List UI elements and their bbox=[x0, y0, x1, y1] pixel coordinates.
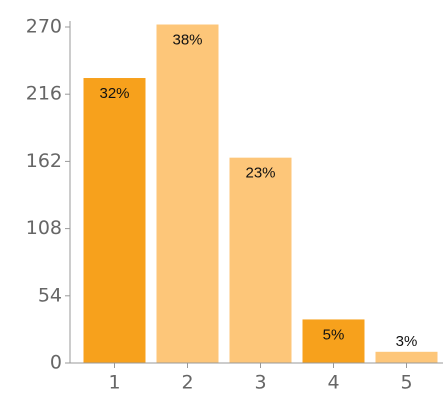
x-tick-label: 3 bbox=[254, 372, 266, 394]
value-label: 5% bbox=[323, 326, 345, 343]
y-tick-label: 54 bbox=[38, 284, 62, 306]
value-label: 38% bbox=[172, 31, 202, 48]
bar bbox=[229, 157, 292, 363]
y-tick-label: 270 bbox=[26, 16, 62, 38]
y-tick-label: 216 bbox=[26, 83, 62, 105]
value-label: 3% bbox=[396, 333, 418, 350]
bar bbox=[375, 351, 438, 363]
x-tick-label: 4 bbox=[327, 372, 339, 394]
bar bbox=[302, 319, 365, 363]
bar bbox=[156, 24, 219, 364]
x-tick-label: 1 bbox=[108, 372, 120, 394]
value-label: 23% bbox=[245, 165, 275, 182]
y-tick-label: 0 bbox=[50, 352, 62, 374]
x-tick-label: 2 bbox=[181, 372, 193, 394]
x-tick-label: 5 bbox=[400, 372, 412, 394]
y-tick-label: 108 bbox=[26, 217, 62, 239]
y-tick-label: 162 bbox=[26, 150, 62, 172]
value-label: 32% bbox=[99, 85, 129, 102]
bar bbox=[83, 78, 146, 364]
